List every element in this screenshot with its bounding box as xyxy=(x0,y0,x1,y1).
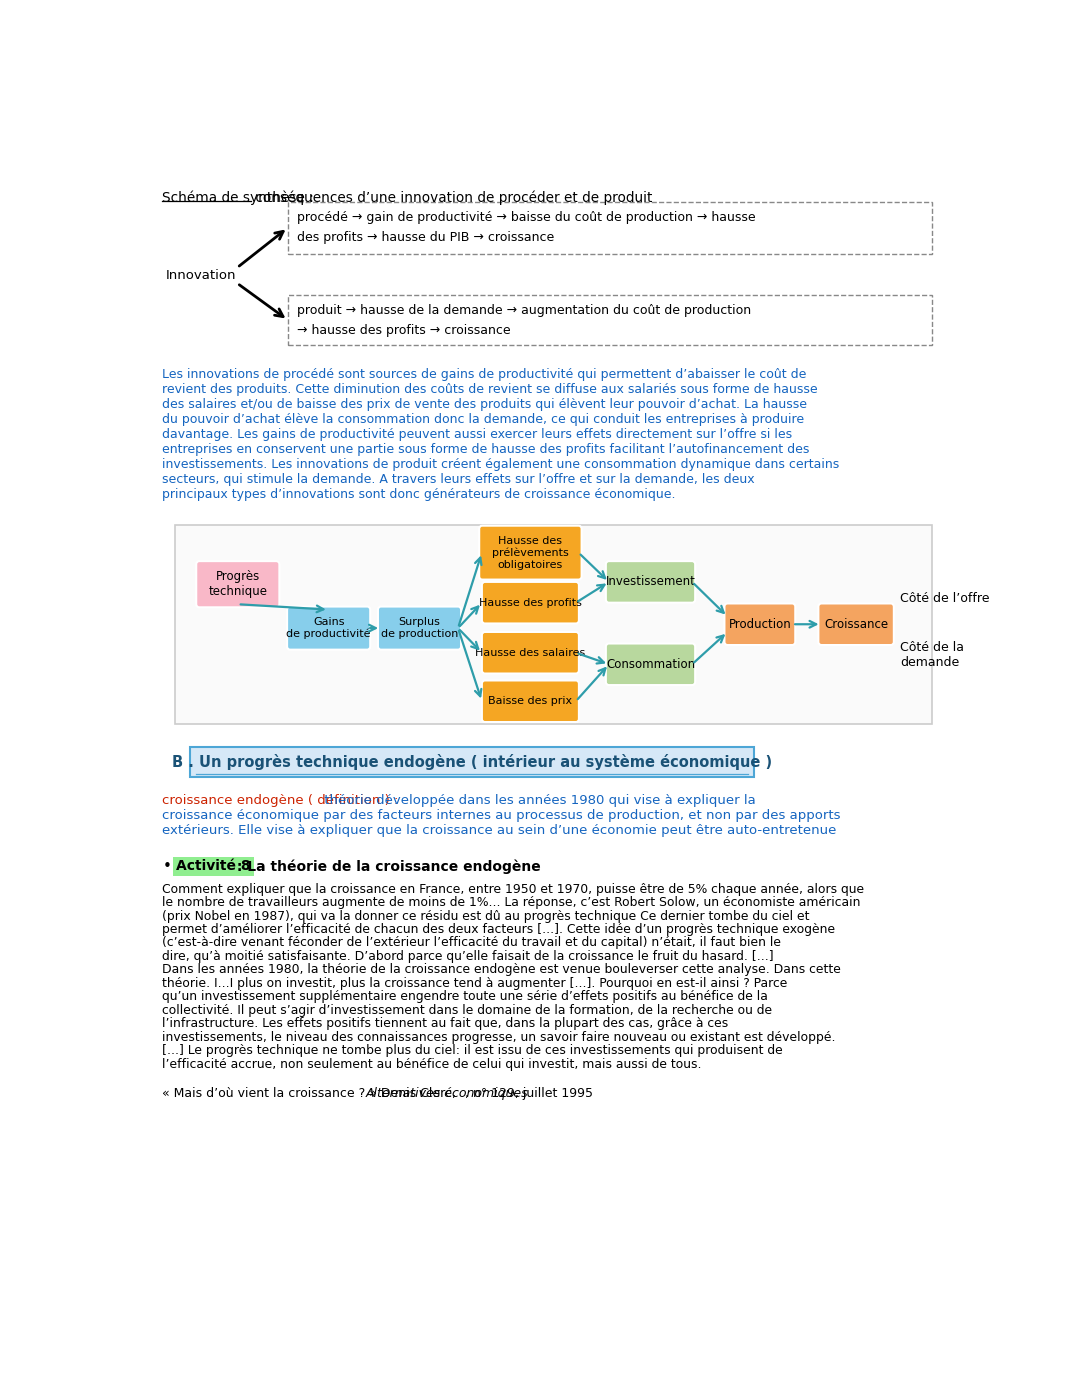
Text: des salaires et/ou de baisse des prix de vente des produits qui élèvent leur pou: des salaires et/ou de baisse des prix de… xyxy=(162,398,808,411)
Text: Baisse des prix: Baisse des prix xyxy=(488,696,572,707)
Text: (c’est-à-dire venant féconder de l’extérieur l’efficacité du travail et du capit: (c’est-à-dire venant féconder de l’extér… xyxy=(162,936,781,950)
Text: davantage. Les gains de productivité peuvent aussi exercer leurs effets directem: davantage. Les gains de productivité peu… xyxy=(162,429,793,441)
Text: Les innovations de procédé sont sources de gains de productivité qui permettent : Les innovations de procédé sont sources … xyxy=(162,369,807,381)
Text: Innovation: Innovation xyxy=(166,270,237,282)
Bar xyxy=(288,201,932,254)
FancyBboxPatch shape xyxy=(482,631,579,673)
Text: croissance endogène ( définition ) :: croissance endogène ( définition ) : xyxy=(162,795,399,807)
Text: produit → hausse de la demande → augmentation du coût de production: produit → hausse de la demande → augment… xyxy=(297,303,752,317)
Text: extérieurs. Elle vise à expliquer que la croissance au sein d’une économie peut : extérieurs. Elle vise à expliquer que la… xyxy=(162,824,837,837)
FancyBboxPatch shape xyxy=(287,606,370,650)
Text: Activité 8: Activité 8 xyxy=(176,859,251,873)
Bar xyxy=(175,525,932,724)
Text: → hausse des profits → croissance: → hausse des profits → croissance xyxy=(297,324,511,337)
Bar xyxy=(190,746,754,778)
FancyBboxPatch shape xyxy=(480,525,582,580)
Text: Investissement: Investissement xyxy=(606,576,696,588)
Text: principaux types d’innovations sont donc générateurs de croissance économique.: principaux types d’innovations sont donc… xyxy=(162,489,676,502)
Text: •: • xyxy=(162,859,172,875)
Text: conséquences d’une innovation de procéder et de produit: conséquences d’une innovation de procéde… xyxy=(251,191,652,205)
Text: Comment expliquer que la croissance en France, entre 1950 et 1970, puisse être d: Comment expliquer que la croissance en F… xyxy=(162,883,864,895)
Text: investissements. Les innovations de produit créent également une consommation dy: investissements. Les innovations de prod… xyxy=(162,458,839,471)
Text: théorie développée dans les années 1980 qui vise à expliquer la: théorie développée dans les années 1980 … xyxy=(321,795,756,807)
Text: Côté de l’offre: Côté de l’offre xyxy=(900,592,989,605)
Text: secteurs, qui stimule la demande. A travers leurs effets sur l’offre et sur la d: secteurs, qui stimule la demande. A trav… xyxy=(162,474,755,486)
FancyBboxPatch shape xyxy=(197,562,280,608)
FancyBboxPatch shape xyxy=(725,604,795,645)
Text: (prix Nobel en 1987), qui va la donner ce résidu est dû au progrès technique Ce : (prix Nobel en 1987), qui va la donner c… xyxy=(162,909,810,922)
Text: investissements, le niveau des connaissances progresse, un savoir faire nouveau : investissements, le niveau des connaissa… xyxy=(162,1031,836,1044)
FancyBboxPatch shape xyxy=(482,583,579,623)
FancyBboxPatch shape xyxy=(819,604,894,645)
Text: croissance économique par des facteurs internes au processus de production, et n: croissance économique par des facteurs i… xyxy=(162,809,841,823)
Text: B . Un progrès technique endogène ( intérieur au système économique ): B . Un progrès technique endogène ( inté… xyxy=(172,754,772,770)
Text: [...] Le progrès technique ne tombe plus du ciel: il est issu de ces investissem: [...] Le progrès technique ne tombe plus… xyxy=(162,1045,783,1058)
Text: le nombre de travailleurs augmente de moins de 1%... La réponse, c’est Robert So: le nombre de travailleurs augmente de mo… xyxy=(162,895,861,909)
Text: l’efficacité accrue, non seulement au bénéfice de celui qui investit, mais aussi: l’efficacité accrue, non seulement au bé… xyxy=(162,1058,702,1070)
Text: collectivité. Il peut s’agir d’investissement dans le domaine de la formation, d: collectivité. Il peut s’agir d’investiss… xyxy=(162,1004,772,1017)
Text: procédé → gain de productivité → baisse du coût de production → hausse: procédé → gain de productivité → baisse … xyxy=(297,211,756,224)
Text: revient des produits. Cette diminution des coûts de revient se diffuse aux salar: revient des produits. Cette diminution d… xyxy=(162,383,818,397)
Text: permet d’améliorer l’efficacité de chacun des deux facteurs [...]. Cette idée d’: permet d’améliorer l’efficacité de chacu… xyxy=(162,923,836,936)
FancyBboxPatch shape xyxy=(378,606,461,650)
Text: Production: Production xyxy=(729,617,792,631)
Text: , n° 129, juillet 1995: , n° 129, juillet 1995 xyxy=(464,1087,593,1099)
Text: « Mais d’où vient la croissance ? » Denis Clerc,: « Mais d’où vient la croissance ? » Deni… xyxy=(162,1087,460,1099)
Text: qu’un investissement supplémentaire engendre toute une série d’effets positifs a: qu’un investissement supplémentaire enge… xyxy=(162,990,768,1003)
Text: Alternatives économiques: Alternatives économiques xyxy=(365,1087,528,1099)
Text: Hausse des salaires: Hausse des salaires xyxy=(475,648,585,658)
FancyBboxPatch shape xyxy=(482,680,579,722)
Bar xyxy=(288,295,932,345)
Text: Croissance: Croissance xyxy=(824,617,888,631)
Text: dire, qu’à moitié satisfaisante. D’abord parce qu’elle faisait de la croissance : dire, qu’à moitié satisfaisante. D’abord… xyxy=(162,950,774,963)
Text: théorie. I...I plus on investit, plus la croissance tend à augmenter [...]. Pour: théorie. I...I plus on investit, plus la… xyxy=(162,977,787,990)
Text: l’infrastructure. Les effets positifs tiennent au fait que, dans la plupart des : l’infrastructure. Les effets positifs ti… xyxy=(162,1017,729,1031)
Text: Dans les années 1980, la théorie de la croissance endogène est venue bouleverser: Dans les années 1980, la théorie de la c… xyxy=(162,964,841,977)
Text: Schéma de synthèse :: Schéma de synthèse : xyxy=(162,191,314,205)
Text: Consommation: Consommation xyxy=(606,658,696,671)
Text: : La théorie de la croissance endogène: : La théorie de la croissance endogène xyxy=(232,859,541,875)
FancyBboxPatch shape xyxy=(606,644,696,685)
Text: Gains
de productivité: Gains de productivité xyxy=(286,617,370,640)
Text: Progrès
technique: Progrès technique xyxy=(208,570,267,598)
Text: entreprises en conservent une partie sous forme de hausse des profits facilitant: entreprises en conservent une partie sou… xyxy=(162,443,810,457)
Text: du pouvoir d’achat élève la consommation donc la demande, ce qui conduit les ent: du pouvoir d’achat élève la consommation… xyxy=(162,414,805,426)
Text: des profits → hausse du PIB → croissance: des profits → hausse du PIB → croissance xyxy=(297,232,554,244)
Text: Côté de la
demande: Côté de la demande xyxy=(900,641,964,669)
Text: Surplus
de production: Surplus de production xyxy=(381,617,458,638)
Text: Hausse des
prélèvements
obligatoires: Hausse des prélèvements obligatoires xyxy=(492,535,569,570)
FancyBboxPatch shape xyxy=(606,562,696,602)
Text: Hausse des profits: Hausse des profits xyxy=(478,598,582,608)
